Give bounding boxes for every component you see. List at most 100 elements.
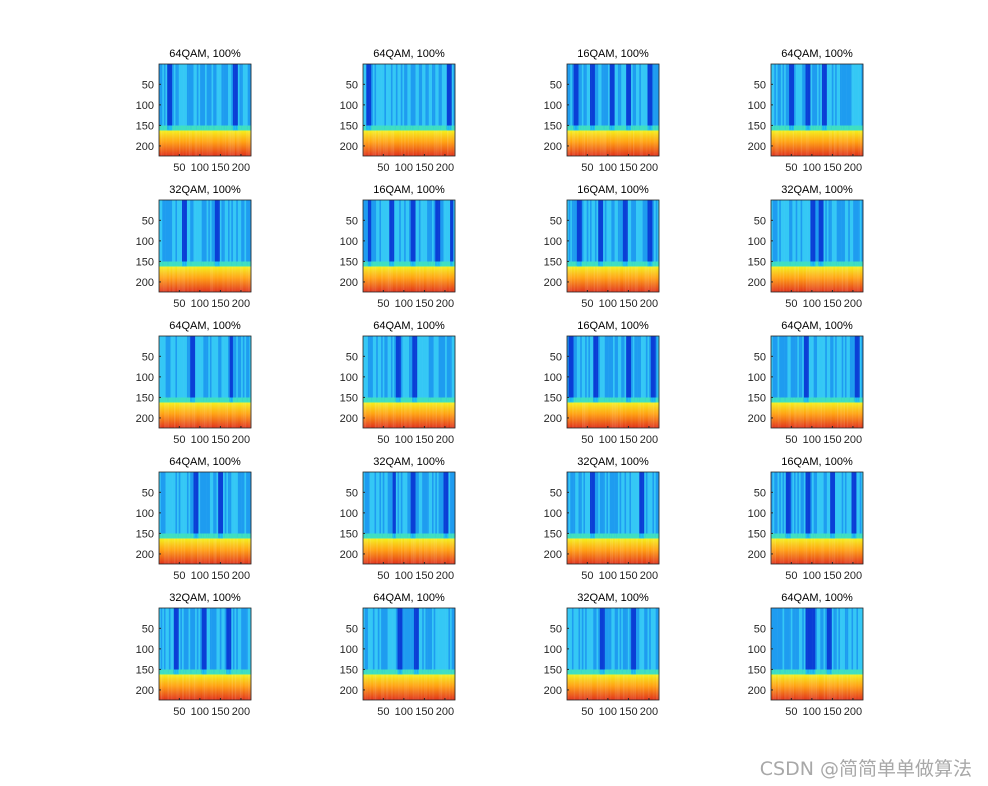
heatmap-column-lower	[443, 402, 446, 428]
heatmap-transition	[800, 669, 803, 675]
heatmap-column-upper	[423, 64, 426, 130]
heatmap-column-upper	[247, 608, 250, 674]
heatmap-column-lower	[205, 130, 207, 156]
heatmap-transition	[798, 669, 801, 675]
heatmap-column-lower	[631, 266, 634, 292]
heatmap-column-upper	[186, 336, 189, 402]
heatmap-column-lower	[611, 538, 614, 564]
heatmap-transition	[436, 397, 439, 403]
heatmap-transition	[797, 533, 800, 539]
y-tick-label: 200	[544, 685, 562, 697]
heatmap-transition	[219, 125, 222, 131]
heatmap-transition	[785, 533, 788, 539]
heatmap-transition	[775, 125, 778, 131]
heatmap-column-lower	[614, 130, 617, 156]
heatmap-transition	[440, 397, 443, 403]
heatmap-column-lower	[654, 402, 657, 428]
heatmap-column-upper	[200, 472, 203, 538]
heatmap-transition	[578, 533, 581, 539]
y-tick-label: 100	[340, 644, 358, 656]
heatmap-column-lower	[575, 538, 578, 564]
heatmap-column-lower	[627, 130, 630, 156]
heatmap-column-lower	[771, 674, 773, 700]
heatmap-transition	[823, 397, 826, 403]
subplot-title: 16QAM, 100%	[577, 48, 649, 60]
heatmap-column-upper	[404, 336, 407, 402]
heatmap-transition	[851, 261, 854, 267]
heatmap-transition	[163, 397, 166, 403]
heatmap-column-lower	[219, 130, 222, 156]
heatmap-transition	[249, 125, 252, 131]
heatmap-column-lower	[575, 266, 578, 292]
heatmap-column-lower	[790, 538, 793, 564]
heatmap-column-lower	[831, 674, 834, 700]
heatmap-column-lower	[613, 266, 615, 292]
heatmap-column-lower	[772, 402, 775, 428]
heatmap-column-lower	[849, 538, 852, 564]
heatmap-column-upper	[234, 336, 237, 402]
heatmap-column-lower	[395, 402, 398, 428]
heatmap-column-upper	[798, 336, 801, 402]
heatmap-transition	[177, 261, 180, 267]
heatmap-column-lower	[397, 402, 400, 428]
heatmap-column-lower	[167, 538, 170, 564]
y-tick-label: 200	[136, 141, 154, 153]
heatmap-transition	[846, 669, 849, 675]
heatmap-column-lower	[374, 266, 377, 292]
heatmap-transition	[390, 125, 393, 131]
heatmap-column-upper	[627, 64, 630, 130]
heatmap-transition	[183, 397, 186, 403]
x-tick-label: 100	[395, 570, 413, 582]
heatmap-column-lower	[441, 402, 444, 428]
heatmap-column-lower	[644, 402, 647, 428]
heatmap-column-lower	[428, 130, 431, 156]
heatmap-transition	[833, 533, 836, 539]
heatmap-column-lower	[390, 266, 393, 292]
heatmap-transition	[803, 261, 806, 267]
heatmap-transition	[573, 669, 576, 675]
x-tick-label: 200	[232, 706, 250, 718]
heatmap-column-upper	[188, 200, 191, 266]
heatmap-transition	[846, 397, 849, 403]
heatmap-transition	[792, 397, 795, 403]
heatmap-column-upper	[619, 336, 622, 402]
heatmap-transition	[849, 669, 852, 675]
heatmap-column-lower	[448, 538, 451, 564]
heatmap-column-upper	[833, 200, 836, 266]
y-tick-label: 100	[748, 508, 766, 520]
heatmap-transition	[216, 125, 219, 131]
heatmap-column-upper	[823, 64, 826, 130]
heatmap-column-upper	[165, 336, 168, 402]
x-tick-label: 150	[823, 570, 841, 582]
heatmap-column-lower	[627, 538, 630, 564]
x-tick-label: 150	[823, 162, 841, 174]
heatmap-transition	[427, 533, 430, 539]
heatmap-column-upper	[451, 472, 454, 538]
heatmap-transition	[407, 669, 410, 675]
heatmap-column-upper	[244, 472, 247, 538]
heatmap-transition	[598, 261, 601, 267]
heatmap-column-lower	[374, 674, 377, 700]
heatmap-transition	[637, 397, 640, 403]
x-tick-label: 50	[581, 434, 593, 446]
heatmap-column-upper	[228, 608, 230, 674]
heatmap-column-upper	[774, 472, 777, 538]
heatmap-transition	[219, 261, 222, 267]
heatmap-column-lower	[364, 538, 367, 564]
heatmap-column-lower	[617, 266, 620, 292]
x-tick-label: 50	[581, 162, 593, 174]
heatmap-transition	[409, 261, 411, 267]
heatmap-transition	[196, 533, 199, 539]
heatmap-transition	[652, 125, 655, 131]
heatmap-column-lower	[221, 266, 224, 292]
heatmap-column-upper	[438, 200, 441, 266]
heatmap-transition	[170, 125, 173, 131]
heatmap-transition	[450, 125, 453, 131]
heatmap-column-lower	[841, 130, 844, 156]
heatmap-column-upper	[642, 472, 645, 538]
heatmap-column-upper	[856, 472, 859, 538]
heatmap-transition	[399, 397, 402, 403]
heatmap-column-lower	[594, 538, 597, 564]
heatmap-column-upper	[175, 64, 178, 130]
heatmap-column-upper	[652, 336, 655, 402]
